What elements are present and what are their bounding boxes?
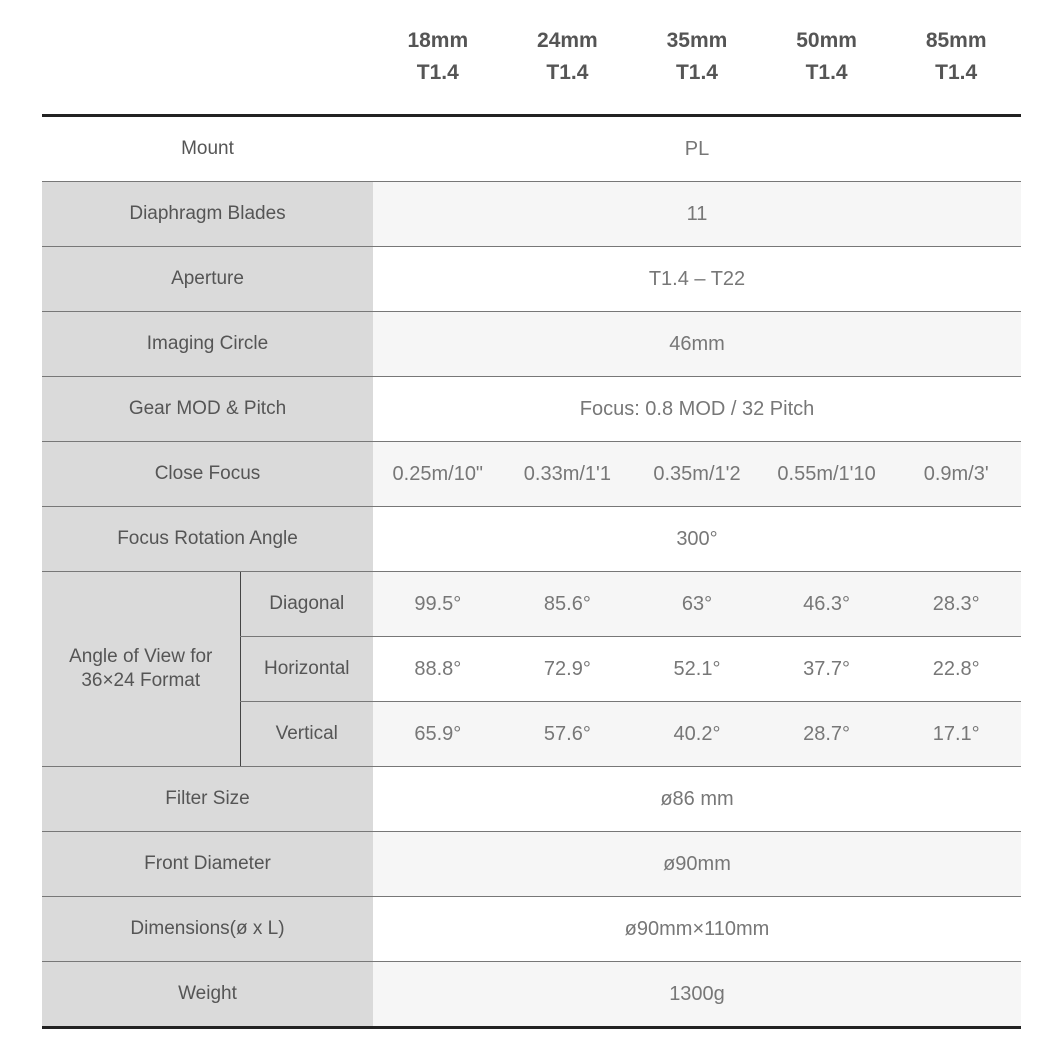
lens-spec-table: 18mm T1.4 24mm T1.4 35mm T1.4 50mm T1.4 85mm…: [42, 0, 1021, 1029]
row-label: Gear MOD & Pitch: [42, 376, 373, 442]
row-imaging-circle: Imaging Circle 46mm: [42, 311, 1021, 377]
row-label: Diaphragm Blades: [42, 181, 373, 247]
cell-value: 99.5°: [373, 571, 503, 637]
cell-value: 22.8°: [891, 636, 1021, 702]
row-aov-horizontal: Horizontal 88.8° 72.9° 52.1° 37.7° 22.8°: [42, 636, 1021, 702]
row-value: T1.4 – T22: [373, 246, 1021, 312]
row-label: Front Diameter: [42, 831, 373, 897]
row-close-focus: Close Focus 0.25m/10" 0.33m/1'1 0.35m/1'…: [42, 441, 1021, 507]
cell-value: 0.55m/1'10: [761, 441, 892, 507]
header-row: 18mm T1.4 24mm T1.4 35mm T1.4 50mm T1.4 85mm…: [42, 0, 1021, 117]
header-24mm: 24mm T1.4: [502, 0, 633, 117]
header-18mm: 18mm T1.4: [373, 0, 503, 117]
row-label: Dimensions(ø x L): [42, 896, 373, 962]
cell-value: 37.7°: [761, 636, 892, 702]
cell-value: 63°: [632, 571, 762, 637]
header-85mm: 85mm T1.4: [891, 0, 1021, 117]
cell-value: 40.2°: [632, 701, 762, 767]
cell-value: 0.25m/10": [373, 441, 503, 507]
row-dimensions: Dimensions(ø x L) ø90mm×110mm: [42, 896, 1021, 962]
row-gear: Gear MOD & Pitch Focus: 0.8 MOD / 32 Pit…: [42, 376, 1021, 442]
row-value: Focus: 0.8 MOD / 32 Pitch: [373, 376, 1021, 442]
row-value: ø90mm×110mm: [373, 896, 1021, 962]
row-label: Imaging Circle: [42, 311, 373, 377]
cell-value: 28.3°: [891, 571, 1021, 637]
cell-value: 17.1°: [891, 701, 1021, 767]
cell-value: 0.35m/1'2: [632, 441, 762, 507]
header-50mm: 50mm T1.4: [761, 0, 892, 117]
row-label: Mount: [42, 115, 373, 182]
row-label: Diagonal: [239, 571, 373, 637]
row-value: PL: [373, 115, 1021, 182]
row-label: Close Focus: [42, 441, 373, 507]
row-weight: Weight 1300g: [42, 961, 1021, 1029]
row-value: 300°: [373, 506, 1021, 572]
row-aov-diagonal: Angle of View for 36×24 Format Diagonal 9…: [42, 571, 1021, 767]
cell-value: 46.3°: [761, 571, 892, 637]
row-mount: Mount PL: [42, 115, 1021, 182]
header-35mm: 35mm T1.4: [632, 0, 762, 117]
row-label: Filter Size: [42, 766, 373, 832]
cell-value: 52.1°: [632, 636, 762, 702]
row-focus-rotation: Focus Rotation Angle 300°: [42, 506, 1021, 572]
cell-value: 28.7°: [761, 701, 892, 767]
row-label: Focus Rotation Angle: [42, 506, 373, 572]
row-label: Vertical: [239, 701, 373, 767]
row-aov-vertical: Vertical 65.9° 57.6° 40.2° 28.7° 17.1°: [42, 701, 1021, 767]
row-aperture: Aperture T1.4 – T22: [42, 246, 1021, 312]
row-label: Weight: [42, 961, 373, 1029]
header-blank: [42, 0, 373, 117]
row-front-diameter: Front Diameter ø90mm: [42, 831, 1021, 897]
row-diaphragm-blades: Diaphragm Blades 11: [42, 181, 1021, 247]
row-value: ø86 mm: [373, 766, 1021, 832]
row-value: 1300g: [373, 961, 1021, 1029]
row-label: Aperture: [42, 246, 373, 312]
aov-group-label: Angle of View for 36×24 Format: [42, 571, 240, 767]
row-filter-size: Filter Size ø86 mm: [42, 766, 1021, 832]
row-value: 11: [373, 181, 1021, 247]
cell-value: 57.6°: [502, 701, 633, 767]
cell-value: 88.8°: [373, 636, 503, 702]
row-label: Horizontal: [239, 636, 373, 702]
cell-value: 0.9m/3': [891, 441, 1021, 507]
cell-value: 0.33m/1'1: [502, 441, 633, 507]
row-value: ø90mm: [373, 831, 1021, 897]
cell-value: 85.6°: [502, 571, 633, 637]
cell-value: 65.9°: [373, 701, 503, 767]
row-value: 46mm: [373, 311, 1021, 377]
cell-value: 72.9°: [502, 636, 633, 702]
